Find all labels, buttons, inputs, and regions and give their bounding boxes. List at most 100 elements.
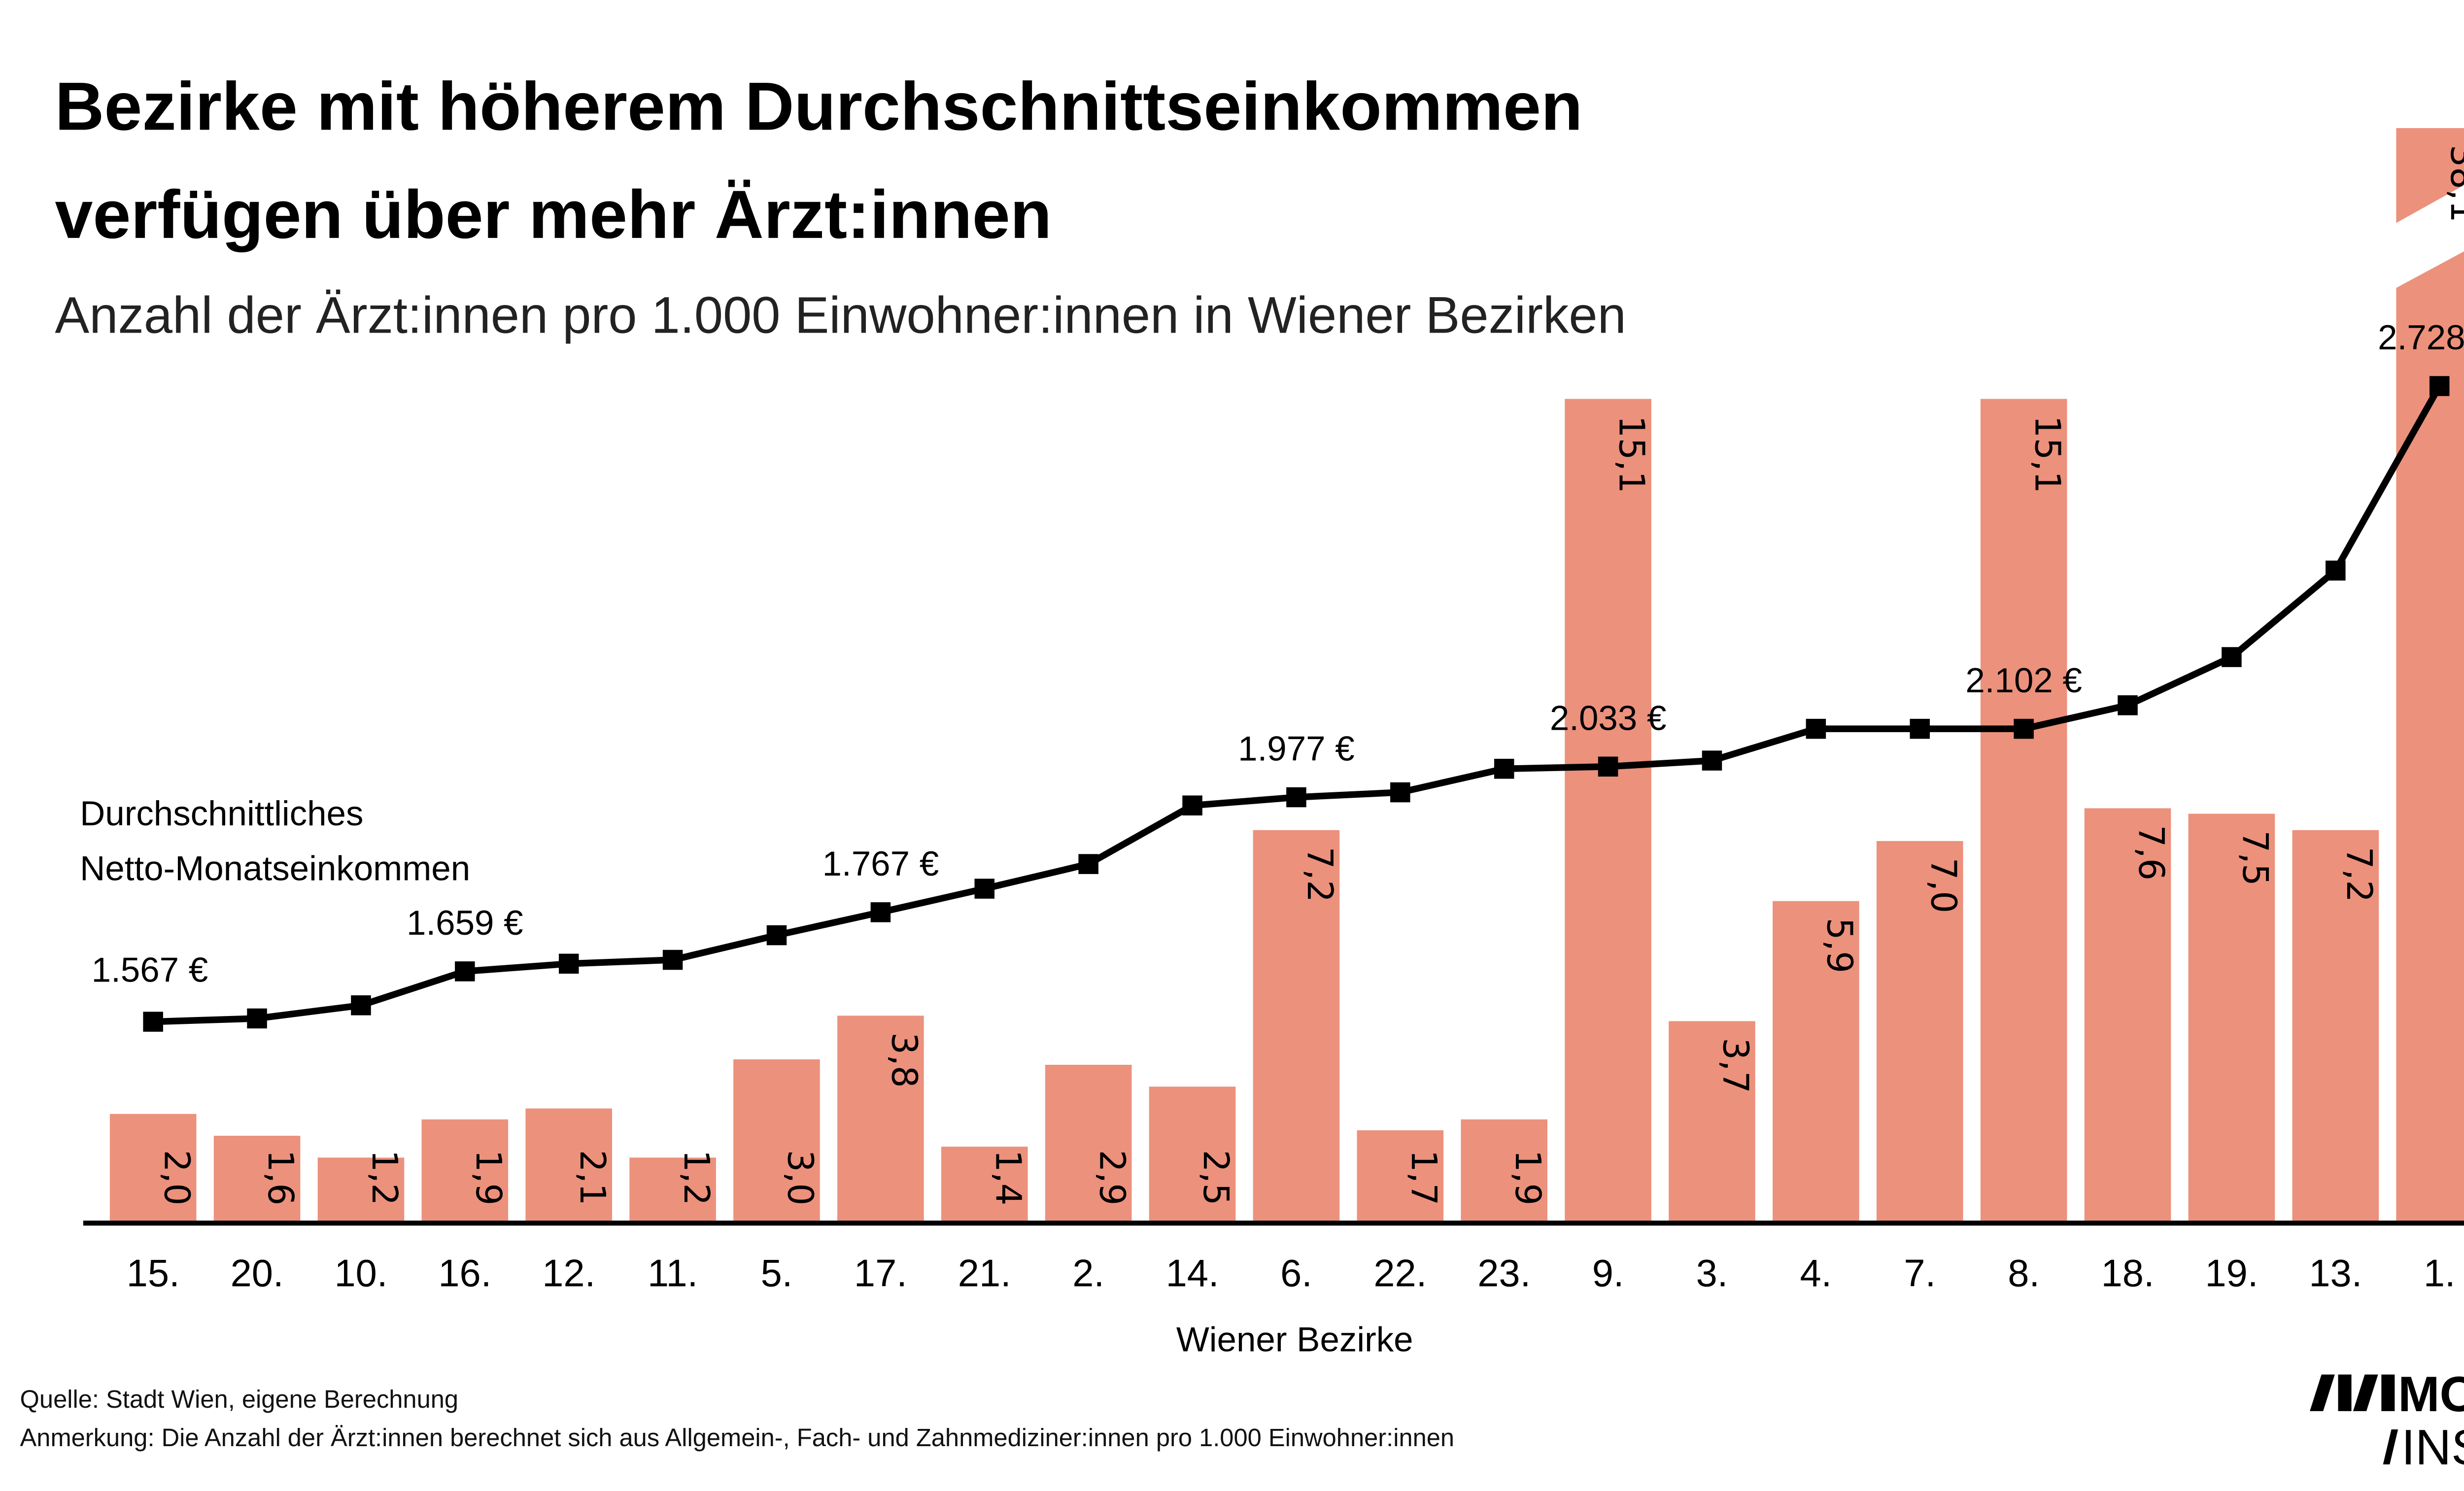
logo-slash-mark-icon [2310,1374,2395,1411]
x-tick-label: 22. [1373,1253,1427,1295]
bar-value-label: 3,7 [1715,1038,1756,1093]
income-marker-17 [870,902,891,922]
bar-series [109,128,2464,1223]
chart-subtitle: Anzahl der Ärzt:innen pro 1.000 Einwohne… [55,286,1626,344]
logo-slash-2 [2353,1374,2378,1411]
bar-value-label: 1,2 [676,1150,717,1206]
x-tick-label: 14. [1166,1253,1219,1295]
footer-source: Quelle: Stadt Wien, eigene Berechnung [20,1385,459,1413]
income-marker-7 [1910,718,1930,739]
bar-18 [2084,808,2171,1223]
bar-22 [1357,1130,1444,1223]
bar-3 [1669,1021,1755,1223]
income-marker-4 [1806,718,1826,739]
income-point-label: 1.659 € [407,904,523,943]
bar-12 [525,1108,613,1223]
x-tick-label: 4. [1800,1253,1832,1295]
x-tick-label: 11. [648,1253,698,1295]
income-point-label: 2.102 € [1965,661,2082,700]
income-marker-5 [766,925,787,946]
logo-slash-1 [2310,1374,2335,1411]
income-marker-13 [2326,560,2346,581]
bar-1-upper [2396,128,2464,223]
income-marker-9 [1598,756,1618,777]
income-marker-18 [2118,695,2138,715]
bar-20 [213,1136,301,1223]
bar-6 [1253,830,1340,1223]
x-tick-label: 13. [2309,1253,2362,1295]
income-marker-14 [1182,795,1202,815]
logo-text-momentum: MOMENTUM [2398,1366,2464,1422]
income-marker-19 [2222,647,2242,667]
income-marker-8 [2014,718,2034,739]
income-marker-21 [974,879,995,899]
bar-value-label: 3,0 [780,1150,821,1206]
bar-value-labels: 2,0 1,6 1,2 1,9 2,1 1,2 3,0 3,8 1,4 2,9 2,5 7,2 1,7 1… [156,145,2464,1206]
bar-value-label: 2,0 [156,1150,197,1206]
bar-14 [1149,1086,1236,1223]
logo-bar-1 [2338,1374,2352,1411]
x-tick-label: 7. [1904,1253,1936,1295]
x-tick-label: 9. [1592,1253,1624,1295]
bar-value-label: 7,6 [2131,825,2172,881]
bar-value-label: 7,2 [1300,847,1340,902]
bar-23 [1461,1119,1548,1223]
bar-11 [629,1157,716,1223]
bar-value-label: 7,5 [2235,830,2276,886]
logo-bar-2 [2381,1374,2395,1411]
bar-value-label: 15,1 [1611,415,1652,493]
income-point-label: 1.977 € [1238,730,1355,769]
x-tick-label: 8. [2008,1253,2040,1295]
x-tick-label: 2. [1072,1253,1104,1295]
bar-16 [421,1119,509,1223]
bar-2 [1045,1065,1132,1223]
bar-13 [2292,830,2379,1223]
x-tick-label: 23. [1477,1253,1531,1295]
income-line-series [143,376,2450,1032]
bar-17 [837,1016,924,1223]
income-point-labels: 1.567 € 1.659 € 1.767 € 1.977 € 2.033 € 2.102… [92,318,2464,989]
x-tick-labels: 15. 20. 10. 16. 12. 11. 5. 17. 21. 2. 14. 6. 22. 23. 9… [127,1253,2456,1295]
income-marker-23 [1494,758,1514,779]
bar-value-label: 3,8 [884,1032,925,1088]
x-tick-label: 16. [438,1253,491,1295]
momentum-logo: MOMENTUM INSTITUT [2310,1366,2464,1475]
line-legend-line-1: Durchschnittliches [80,794,363,833]
income-marker-6 [1286,787,1306,808]
logo-slash-3 [2383,1429,2398,1464]
bar-value-label: 7,0 [1923,858,1964,914]
bar-21 [941,1147,1028,1223]
x-tick-label: 3. [1696,1253,1728,1295]
chart-title-line-1: Bezirke mit höherem Durchschnittseinkomm… [55,68,1582,144]
bar-4 [1773,901,1859,1223]
bar-value-label: 15,1 [2027,415,2068,493]
bar-19 [2188,813,2275,1223]
bar-value-label: 1,9 [1507,1150,1548,1206]
income-marker-22 [1390,782,1410,803]
bar-value-label: 1,7 [1403,1150,1444,1206]
bar-5 [733,1059,820,1223]
bar-value-label: 2,9 [1092,1150,1132,1206]
logo-text-institut: INSTITUT [2401,1420,2464,1475]
income-marker-15 [143,1012,163,1032]
income-marker-11 [662,949,683,970]
bar-value-label: 7,2 [2339,847,2380,902]
income-marker-12 [558,953,579,974]
x-tick-label: 15. [127,1253,180,1295]
footer-note: Anmerkung: Die Anzahl der Ärzt:innen ber… [20,1423,1455,1452]
x-tick-label: 10. [334,1253,387,1295]
bar-value-label: 1,2 [364,1150,405,1206]
x-axis-label: Wiener Bezirke [1176,1320,1413,1359]
x-tick-label: 1. [2424,1253,2456,1295]
x-tick-label: 21. [958,1253,1011,1295]
line-legend-line-2: Netto-Monatseinkommen [80,849,470,888]
bar-value-label: 1,4 [988,1150,1028,1206]
income-marker-20 [247,1008,267,1029]
bar-15 [109,1114,197,1223]
bar-9 [1565,399,1651,1223]
bar-value-label: 1,9 [468,1150,509,1206]
x-tick-label: 6. [1280,1253,1312,1295]
bar-7 [1876,841,1963,1223]
bar-8 [1980,399,2067,1223]
